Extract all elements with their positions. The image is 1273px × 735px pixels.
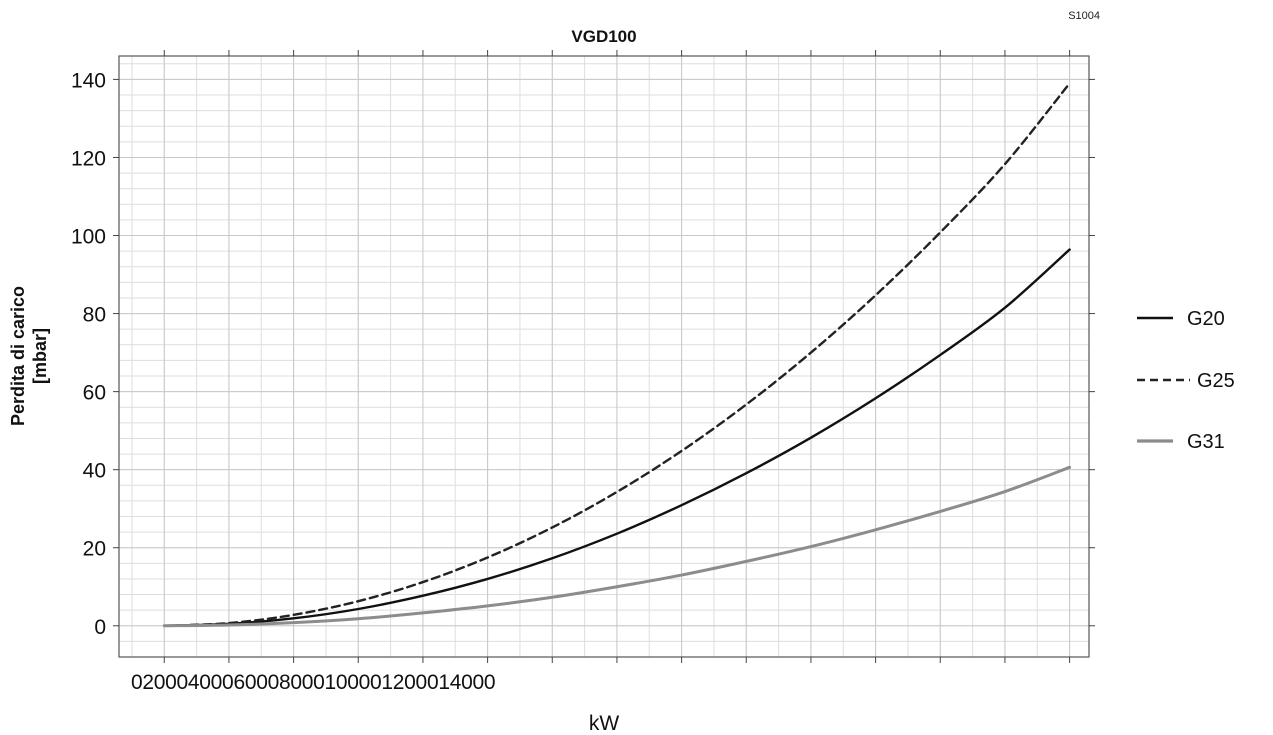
legend-label-g31: G31 — [1187, 431, 1225, 453]
y-tick-label: 80 — [83, 304, 106, 327]
y-axis-label: Perdita di carico [mbar] — [8, 286, 50, 426]
x-tick-label: 8000 — [279, 671, 325, 694]
series-line-g31 — [162, 465, 1072, 628]
x-tick-label: 12000 — [381, 671, 438, 694]
y-axis-label-line: Perdita di carico — [8, 286, 28, 426]
x-tick-label: 10000 — [325, 671, 382, 694]
y-tick-label: 140 — [71, 69, 106, 92]
series-line-g20 — [163, 248, 1071, 627]
y-tick-label: 20 — [83, 538, 106, 561]
y-tick-label: 60 — [83, 382, 106, 405]
series-line-g25 — [163, 82, 1071, 627]
legend-label-g25: G25 — [1197, 370, 1235, 392]
y-tick-label: 120 — [71, 147, 106, 170]
x-tick-label: 0 — [131, 671, 142, 694]
figure-code: S1004 — [1068, 10, 1100, 22]
y-axis-label-line: [mbar] — [30, 328, 50, 384]
x-tick-label: 2000 — [142, 671, 188, 694]
legend-label-g20: G20 — [1187, 308, 1225, 330]
x-tick-label: 4000 — [188, 671, 234, 694]
x-tick-label: 6000 — [233, 671, 279, 694]
y-tick-label: 100 — [71, 226, 106, 249]
plot-frame — [118, 55, 1090, 658]
x-tick-label: 14000 — [438, 671, 495, 694]
chart-title: VGD100 — [571, 27, 636, 46]
y-tick-label: 0 — [94, 616, 106, 639]
y-tick-label: 40 — [83, 460, 106, 483]
x-tick-labels: 02000400060008000100001200014000 — [131, 671, 495, 694]
plot-area — [119, 56, 1089, 657]
x-axis-label: kW — [589, 712, 620, 735]
